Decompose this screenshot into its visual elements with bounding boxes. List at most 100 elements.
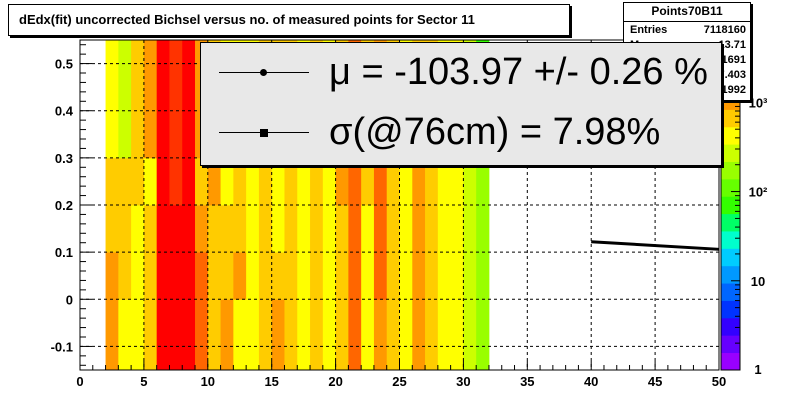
heatmap-cell — [437, 346, 452, 371]
heatmap-cell — [271, 299, 285, 347]
heatmap-cell — [182, 205, 196, 253]
heatmap-cell — [373, 299, 388, 347]
stats-row: Entries 7118160 — [630, 24, 746, 38]
stats-value: 7.403 — [718, 69, 746, 81]
heatmap-cell — [118, 157, 132, 206]
y-tick-label: 0 — [66, 292, 73, 307]
heatmap-cell — [284, 205, 298, 253]
heatmap-cell — [131, 299, 145, 347]
fit-legend-box: μ = -103.97 +/- 0.26 % σ(@76cm) = 7.98% — [200, 42, 722, 166]
colorbar-cell — [721, 335, 740, 354]
heatmap-cell — [297, 205, 311, 253]
heatmap-cell — [297, 346, 311, 371]
colorbar-cell — [721, 109, 740, 128]
heatmap-cell — [143, 346, 158, 371]
heatmap-cell — [425, 299, 439, 347]
y-tick-label: 0.1 — [55, 245, 73, 260]
heatmap-cell — [169, 252, 183, 300]
heatmap-cell — [386, 157, 400, 206]
heatmap-cell — [297, 252, 311, 300]
x-tick-label: 5 — [140, 374, 147, 389]
y-tick-label: 0.3 — [55, 151, 73, 166]
heatmap-cell — [476, 346, 490, 371]
heatmap-cell — [207, 157, 221, 206]
legend-entry-sigma: σ(@76cm) = 7.98% — [201, 105, 721, 161]
heatmap-cell — [118, 299, 132, 347]
heatmap-cell — [207, 205, 221, 253]
heatmap-cell — [105, 252, 119, 300]
heatmap-cell — [258, 205, 273, 253]
heatmap-cell — [373, 157, 388, 206]
heatmap-cell — [118, 252, 132, 300]
heatmap-cell — [105, 157, 119, 206]
heatmap-cell — [437, 205, 452, 253]
heatmap-cell — [361, 346, 375, 371]
heatmap-cell — [195, 346, 209, 371]
stats-key: Entries — [630, 24, 668, 36]
heatmap-cell — [207, 299, 221, 347]
heatmap-cell — [195, 252, 209, 300]
heatmap-cell — [310, 157, 324, 206]
heatmap-cell — [258, 299, 273, 347]
heatmap-cell — [169, 157, 183, 206]
colorbar-cell — [721, 265, 740, 284]
colorbar-cell — [721, 300, 740, 319]
heatmap-cell — [425, 157, 439, 206]
heatmap-cell — [437, 299, 452, 347]
heatmap-cell — [143, 252, 158, 300]
colorbar-cell — [721, 317, 740, 336]
heatmap-cell — [156, 40, 170, 159]
heatmap-cell — [118, 40, 132, 159]
heatmap-cell — [131, 40, 145, 159]
heatmap-cell — [182, 346, 196, 371]
x-tick-label: 35 — [520, 374, 534, 389]
heatmap-cell — [271, 252, 285, 300]
colorbar-cell — [721, 283, 740, 301]
x-tick-label: 20 — [328, 374, 342, 389]
heatmap-cell — [258, 252, 273, 300]
heatmap-cell — [476, 157, 490, 206]
heatmap-cell — [233, 346, 247, 371]
heatmap-cell — [297, 157, 311, 206]
heatmap-cell — [310, 299, 324, 347]
legend-entry-mu: μ = -103.97 +/- 0.26 % — [201, 45, 721, 101]
heatmap-cell — [246, 157, 260, 206]
heatmap-cell — [425, 346, 439, 371]
heatmap-cell — [399, 252, 413, 300]
heatmap-cell — [271, 346, 285, 371]
heatmap-cell — [195, 205, 209, 253]
stats-value: 7118160 — [703, 24, 746, 36]
heatmap-cell — [463, 157, 477, 206]
heatmap-cell — [169, 40, 183, 159]
heatmap-cell — [220, 157, 234, 206]
heatmap-cell — [131, 205, 145, 253]
heatmap-cell — [207, 252, 221, 300]
heatmap-cell — [399, 299, 413, 347]
colorbar-label: 10² — [749, 185, 768, 200]
heatmap-cell — [195, 157, 209, 206]
heatmap-cell — [156, 205, 170, 253]
y-tick-label: 0.4 — [55, 104, 74, 119]
legend-mu-text: μ = -103.97 +/- 0.26 % — [329, 51, 708, 93]
heatmap-cell — [322, 299, 336, 347]
square-marker-icon — [260, 129, 268, 137]
heatmap-cell — [463, 346, 477, 371]
heatmap-cell — [412, 205, 426, 253]
heatmap-cell — [169, 205, 183, 253]
heatmap-cell — [195, 299, 209, 347]
legend-sigma-text: σ(@76cm) = 7.98% — [329, 111, 661, 153]
colorbar-cell — [721, 196, 740, 215]
heatmap-cell — [284, 252, 298, 300]
heatmap-cell — [246, 205, 260, 253]
fit-line-group — [591, 240, 720, 251]
heatmap-cell — [143, 40, 158, 159]
heatmap-cell — [131, 346, 145, 371]
heatmap-cell — [450, 205, 464, 253]
heatmap-cell — [348, 205, 362, 253]
heatmap-cell — [233, 157, 247, 206]
x-tick-label: 0 — [76, 374, 83, 389]
x-tick-label: 15 — [264, 374, 278, 389]
heatmap-cell — [169, 346, 183, 371]
y-tick-label: 0.5 — [55, 57, 73, 72]
heatmap-cell — [143, 157, 158, 206]
